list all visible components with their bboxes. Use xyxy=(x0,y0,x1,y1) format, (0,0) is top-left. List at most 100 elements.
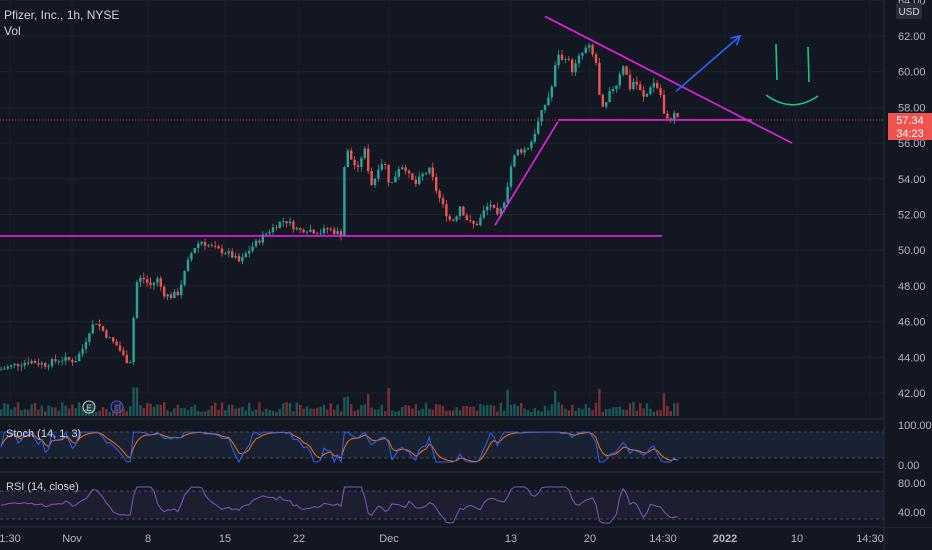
volume-bar xyxy=(520,402,523,416)
candle-body xyxy=(50,359,54,366)
breakout-arrow-head[interactable] xyxy=(730,34,742,46)
last-price-value: 57.34 xyxy=(896,115,924,127)
candle-body xyxy=(13,363,16,366)
candle-body xyxy=(533,133,536,142)
candle-body xyxy=(112,337,115,342)
volume-bar xyxy=(584,404,587,416)
volume-bar xyxy=(295,402,298,416)
candle-body xyxy=(132,318,135,363)
volume-bar xyxy=(258,402,261,416)
volume-bar xyxy=(302,408,305,416)
candle-body xyxy=(424,173,428,175)
volume-bar xyxy=(312,408,315,416)
volume-bar xyxy=(513,403,516,416)
volume-bar xyxy=(231,404,234,416)
candle-body xyxy=(666,113,669,119)
x-tick-label: 14:30 xyxy=(649,533,677,545)
smiley-mouth[interactable] xyxy=(765,94,819,106)
smiley-left-eye[interactable] xyxy=(775,43,778,81)
volume-bar xyxy=(469,406,472,416)
candle-body xyxy=(71,359,74,363)
candle-body xyxy=(482,210,485,218)
candle-body xyxy=(27,362,30,364)
y-tick-label: 42.00 xyxy=(898,388,926,400)
candle-body xyxy=(673,113,676,119)
candle-body xyxy=(669,118,672,120)
candle-body xyxy=(652,82,655,88)
volume-bar xyxy=(506,389,509,416)
candle-body xyxy=(200,242,203,244)
volume-bar xyxy=(78,402,81,416)
candle-body xyxy=(537,121,540,134)
candle-body xyxy=(88,333,91,342)
currency-badge[interactable] xyxy=(896,3,922,19)
rising-trendline[interactable] xyxy=(494,121,559,226)
candle-body xyxy=(428,167,431,174)
volume-bar xyxy=(377,409,380,416)
candle-body xyxy=(557,54,560,66)
volume-bar xyxy=(360,405,363,416)
candle-body xyxy=(662,94,666,114)
volume-bar xyxy=(550,404,553,416)
volume-bar xyxy=(489,404,492,416)
candle-body xyxy=(84,341,88,349)
candle-body xyxy=(163,286,166,297)
dividend-marker[interactable]: D xyxy=(110,400,124,414)
candle-body xyxy=(346,150,349,168)
volume-bar xyxy=(299,404,302,416)
candle-body xyxy=(64,357,67,361)
volume-bar xyxy=(431,409,434,416)
volume-bar xyxy=(645,403,649,416)
volume-bar xyxy=(227,404,230,416)
candle-body xyxy=(554,65,557,87)
candle-body xyxy=(594,54,598,63)
x-tick-label: 10 xyxy=(791,533,803,545)
volume-bar xyxy=(401,407,404,416)
candle-body xyxy=(224,253,227,255)
volume-bar xyxy=(190,406,193,416)
earnings-marker[interactable]: E xyxy=(82,400,96,414)
volume-bar xyxy=(662,393,666,416)
volume-bar xyxy=(509,405,513,416)
candle-body xyxy=(435,176,438,191)
volume-bar xyxy=(81,407,84,416)
candle-body xyxy=(10,365,13,367)
candle-body xyxy=(214,245,217,247)
triangle-upper-line[interactable] xyxy=(544,15,793,144)
volume-bar xyxy=(404,405,407,416)
volume-bar xyxy=(639,403,642,416)
candle-body xyxy=(156,278,159,283)
volume-bar xyxy=(373,409,377,416)
breakout-arrow[interactable] xyxy=(675,35,741,92)
candle-body xyxy=(180,284,183,296)
volume-bar xyxy=(74,408,77,416)
volume-bar xyxy=(210,405,213,416)
bar-countdown: 34:23 xyxy=(896,128,924,140)
volume-bar xyxy=(523,408,526,416)
volume-bar xyxy=(475,410,479,416)
volume-bar xyxy=(367,394,370,416)
volume-bar xyxy=(673,403,676,416)
volume-bar xyxy=(656,410,659,416)
candle-body xyxy=(509,166,513,187)
candle-body xyxy=(98,323,101,326)
candle-body xyxy=(139,277,142,283)
candle-body xyxy=(23,362,26,366)
rsi-tick-80: 80.00 xyxy=(898,478,926,490)
volume-bar xyxy=(305,406,309,416)
candle-body xyxy=(254,240,258,247)
time-axis[interactable]: 1:30 Nov 8 15 22 Dec 13 20 14:30 2022 10 14:30 xyxy=(0,533,884,545)
volume-bar xyxy=(394,411,397,416)
volume-bar xyxy=(479,404,482,416)
candle-body xyxy=(523,149,526,153)
candle-body xyxy=(149,282,152,286)
svg-text:D: D xyxy=(114,403,121,413)
price-axis[interactable]: 42.00 44.00 46.00 48.00 50.00 52.00 54.00 56.00… xyxy=(883,0,932,550)
candle-body xyxy=(581,53,584,56)
candle-body xyxy=(503,202,506,209)
volume-bar xyxy=(496,411,499,416)
smiley-right-eye[interactable] xyxy=(807,46,810,83)
volume-bar xyxy=(282,403,285,416)
user-drawings[interactable] xyxy=(0,15,819,237)
